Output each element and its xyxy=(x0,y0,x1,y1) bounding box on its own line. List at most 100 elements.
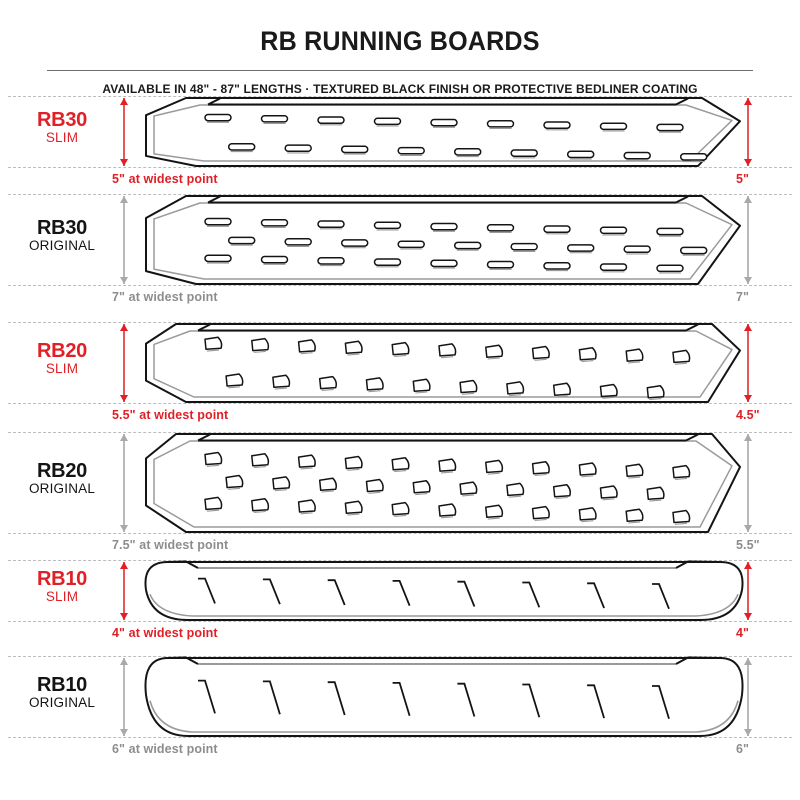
model-name: RB30 xyxy=(37,217,87,239)
guide-line-bottom xyxy=(8,285,792,286)
width-caption-right: 4.5" xyxy=(736,408,760,422)
arrowhead-down-icon xyxy=(119,277,128,284)
dimension-arrow-left xyxy=(118,324,130,402)
dimension-arrow-right xyxy=(742,434,754,532)
arrowhead-down-icon xyxy=(119,159,128,166)
arrowhead-down-icon xyxy=(119,613,128,620)
arrowhead-up-icon xyxy=(119,324,128,331)
board-profile-svg xyxy=(145,97,741,167)
arrowhead-up-icon xyxy=(743,324,752,331)
board-profile-svg xyxy=(145,195,741,285)
arrowhead-down-icon xyxy=(119,525,128,532)
guide-line-top xyxy=(8,560,792,561)
width-caption-right: 5.5" xyxy=(736,538,760,552)
board-profile-svg xyxy=(144,560,744,621)
board-illustration xyxy=(140,194,748,286)
arrowhead-up-icon xyxy=(743,434,752,441)
model-name: RB20 xyxy=(37,340,87,362)
model-label-block: RB30 SLIM xyxy=(14,110,110,147)
dimension-arrow-right xyxy=(742,658,754,736)
arrowhead-down-icon xyxy=(743,159,752,166)
arrowhead-up-icon xyxy=(119,98,128,105)
model-variant: SLIM xyxy=(45,361,79,377)
product-row-rb10-slim: RB10 SLIM 4" at widest point 4" xyxy=(0,560,800,640)
arrowhead-up-icon xyxy=(743,658,752,665)
width-caption-left: 6" at widest point xyxy=(112,742,218,756)
guide-line-top xyxy=(8,96,792,97)
dimension-shaft xyxy=(747,562,749,620)
arrowhead-up-icon xyxy=(743,562,752,569)
arrowhead-down-icon xyxy=(119,395,128,402)
arrowhead-up-icon xyxy=(743,196,752,203)
dimension-arrow-right xyxy=(742,98,754,166)
arrowhead-up-icon xyxy=(119,658,128,665)
dimension-shaft xyxy=(123,98,125,166)
product-row-rb30-slim: RB30 SLIM 5" at widest point 5" xyxy=(0,96,800,186)
product-row-rb20-slim: RB20 SLIM 5.5" at widest point 4.5" xyxy=(0,322,800,422)
dimension-shaft xyxy=(123,196,125,284)
product-row-rb20-original: RB20 ORIGINAL 7.5" at widest point 5.5" xyxy=(0,432,800,552)
width-caption-left: 5" at widest point xyxy=(112,172,218,186)
model-name: RB30 xyxy=(37,109,87,131)
arrowhead-up-icon xyxy=(119,434,128,441)
dimension-shaft xyxy=(747,324,749,402)
guide-line-bottom xyxy=(8,403,792,404)
dimension-arrow-left xyxy=(118,196,130,284)
header-divider xyxy=(47,70,753,71)
model-label-block: RB30 ORIGINAL xyxy=(14,218,110,255)
width-caption-right: 6" xyxy=(736,742,750,756)
arrowhead-down-icon xyxy=(743,613,752,620)
model-label-block: RB20 ORIGINAL xyxy=(14,461,110,498)
board-profile-svg xyxy=(145,433,741,533)
model-variant: ORIGINAL xyxy=(28,481,96,497)
model-name: RB10 xyxy=(37,674,87,696)
guide-line-bottom xyxy=(8,533,792,534)
dimension-shaft xyxy=(747,434,749,532)
dimension-arrow-left xyxy=(118,562,130,620)
arrowhead-up-icon xyxy=(119,562,128,569)
arrowhead-down-icon xyxy=(743,525,752,532)
product-row-rb30-original: RB30 ORIGINAL 7" at widest point 7" xyxy=(0,194,800,304)
model-label-block: RB10 SLIM xyxy=(14,569,110,606)
dimension-arrow-right xyxy=(742,324,754,402)
page-header: RB RUNNING BOARDS AVAILABLE IN 48" - 87"… xyxy=(0,0,800,96)
dimension-shaft xyxy=(123,658,125,736)
dimension-shaft xyxy=(747,196,749,284)
product-row-rb10-original: RB10 ORIGINAL 6" at widest point 6" xyxy=(0,656,800,756)
width-caption-right: 5" xyxy=(736,172,750,186)
dimension-shaft xyxy=(123,434,125,532)
board-illustration xyxy=(140,322,748,404)
model-name: RB10 xyxy=(37,568,87,590)
page-title: RB RUNNING BOARDS xyxy=(260,26,540,56)
model-name: RB20 xyxy=(37,460,87,482)
arrowhead-down-icon xyxy=(743,729,752,736)
model-variant: SLIM xyxy=(45,589,79,605)
model-label-block: RB10 ORIGINAL xyxy=(14,675,110,712)
model-label-block: RB20 SLIM xyxy=(14,341,110,378)
dimension-arrow-right xyxy=(742,562,754,620)
page-subtitle: AVAILABLE IN 48" - 87" LENGTHS · TEXTURE… xyxy=(102,82,698,96)
width-caption-right: 4" xyxy=(736,626,750,640)
board-illustration xyxy=(140,432,748,534)
dimension-shaft xyxy=(123,562,125,620)
arrowhead-down-icon xyxy=(119,729,128,736)
guide-line-top xyxy=(8,432,792,433)
board-illustration xyxy=(140,656,748,738)
dimension-arrow-right xyxy=(742,196,754,284)
board-profile-svg xyxy=(144,656,744,737)
dimension-arrow-left xyxy=(118,98,130,166)
guide-line-top xyxy=(8,656,792,657)
arrowhead-down-icon xyxy=(743,277,752,284)
board-illustration xyxy=(140,560,748,622)
dimension-arrow-left xyxy=(118,434,130,532)
dimension-shaft xyxy=(747,658,749,736)
arrowhead-up-icon xyxy=(119,196,128,203)
dimension-shaft xyxy=(123,324,125,402)
arrowhead-down-icon xyxy=(743,395,752,402)
guide-line-top xyxy=(8,322,792,323)
guide-line-bottom xyxy=(8,737,792,738)
model-variant: ORIGINAL xyxy=(28,238,96,254)
width-caption-right: 7" xyxy=(736,290,750,304)
model-variant: SLIM xyxy=(45,130,79,146)
